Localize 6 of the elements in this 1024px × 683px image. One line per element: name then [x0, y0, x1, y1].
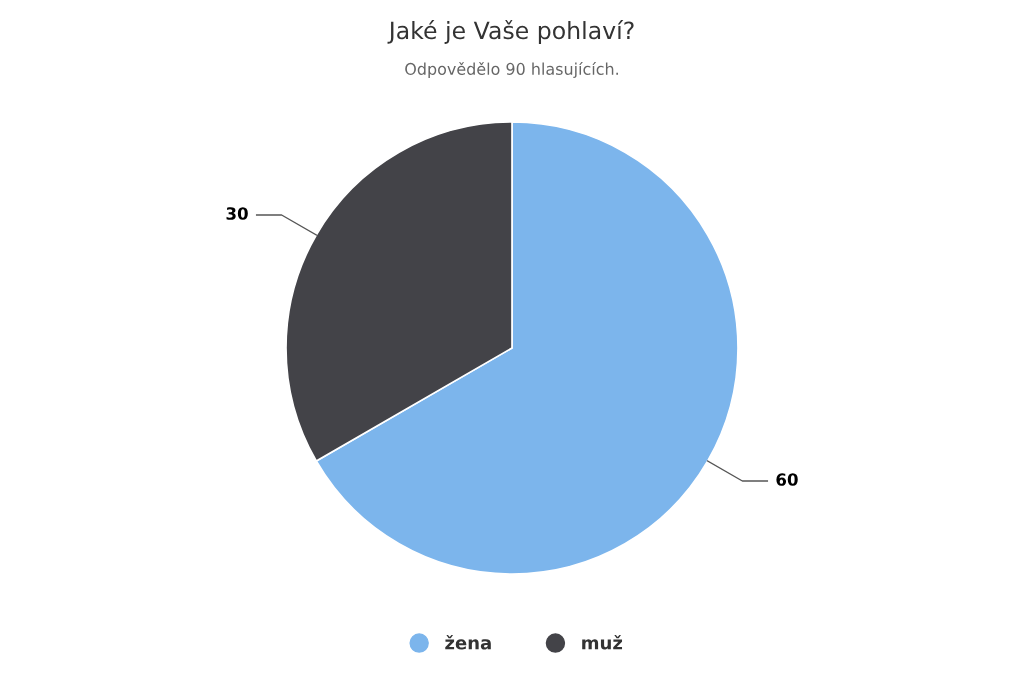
legend-label: žena — [445, 634, 491, 650]
chart-subtitle: Odpovědělo 90 hlasujících. — [405, 61, 618, 79]
chart-title: Jaké je Vaše pohlaví? — [387, 20, 634, 44]
data-label: 60 — [776, 473, 798, 486]
data-label: 30 — [226, 207, 248, 220]
legend-label: muž — [582, 634, 623, 650]
